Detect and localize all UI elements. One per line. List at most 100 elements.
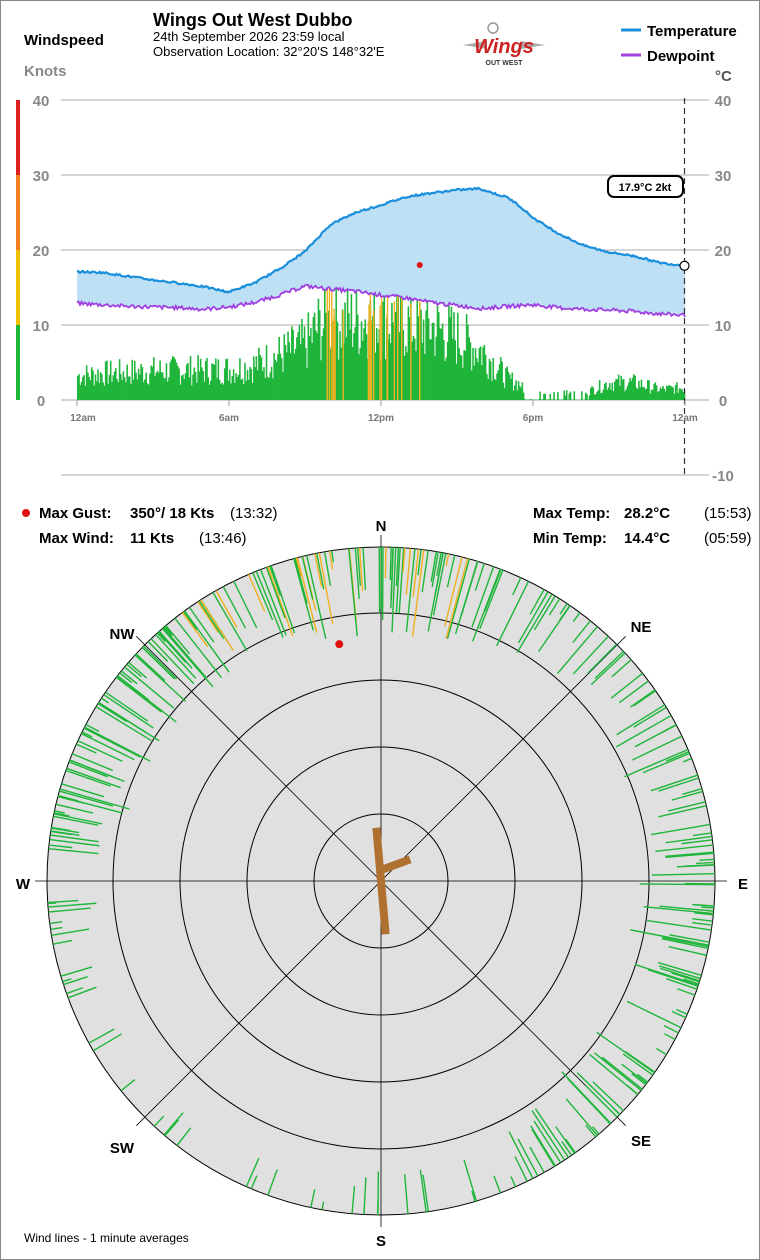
wind-bar <box>565 390 568 400</box>
wind-bar <box>402 330 405 400</box>
rose-gust-line <box>445 558 469 639</box>
wind-bar <box>135 372 137 400</box>
rose-wind-line <box>572 612 581 622</box>
wind-bar <box>669 385 672 400</box>
wind-bar <box>123 377 126 400</box>
rose-wind-line <box>294 558 308 604</box>
rose-wind-line <box>59 788 130 810</box>
wind-bar <box>120 374 122 400</box>
observation-location: Observation Location: 32°20'S 148°32'E <box>153 44 385 59</box>
rose-wind-line <box>616 704 666 736</box>
wind-bar <box>416 292 419 400</box>
wind-bar <box>169 362 172 400</box>
rose-wind-line <box>427 552 444 632</box>
rose-wind-line <box>622 1053 654 1076</box>
wind-bar <box>426 291 429 400</box>
wind-bar <box>454 340 457 400</box>
wind-bar <box>602 389 605 400</box>
wind-bar <box>183 378 185 400</box>
wind-bar <box>498 364 501 400</box>
wind-bar <box>440 328 443 400</box>
rose-secondary-vector <box>378 855 412 875</box>
wind-bar <box>388 333 391 400</box>
rose-wind-line <box>49 838 100 847</box>
wind-bar <box>505 368 507 400</box>
rose-wind-line <box>665 851 714 858</box>
max-temp-label: Max Temp: <box>533 505 610 522</box>
rose-gust-line <box>412 549 420 597</box>
rose-wind-line <box>516 593 553 653</box>
rose-wind-line <box>174 617 223 679</box>
wind-bar <box>272 378 274 400</box>
wind-bar <box>294 348 297 400</box>
rose-wind-line <box>656 1047 667 1056</box>
rose-wind-line <box>135 653 166 682</box>
rose-wind-line <box>421 550 429 593</box>
wind-bar <box>350 294 353 400</box>
wind-bar <box>278 336 280 400</box>
compass-e: E <box>738 876 748 893</box>
rose-gust-line <box>296 557 318 633</box>
rose-wind-line <box>61 783 105 798</box>
wind-bar <box>192 374 194 400</box>
wind-bar <box>572 399 574 400</box>
wind-bar <box>508 374 511 400</box>
wind-bar <box>284 344 287 400</box>
wind-bar <box>568 393 571 400</box>
wind-bar <box>539 391 541 400</box>
wind-bar <box>502 382 505 400</box>
wind-bar <box>144 379 146 400</box>
wind-bar <box>459 354 462 400</box>
rose-wind-line <box>665 750 690 762</box>
rose-wind-line <box>655 844 714 853</box>
rose-spoke <box>380 880 626 1126</box>
rose-wind-line <box>71 753 113 772</box>
wind-bar <box>676 382 678 400</box>
dewpoint-line <box>76 283 686 318</box>
rose-wind-line <box>658 805 707 818</box>
rose-wind-line <box>531 1110 566 1161</box>
wind-bar <box>101 374 103 400</box>
wind-bar <box>351 346 354 400</box>
wind-bar <box>445 357 448 400</box>
rose-wind-line <box>134 654 187 702</box>
rose-wind-line <box>529 589 545 615</box>
wind-scale-band <box>16 325 20 400</box>
windspeed-label: Windspeed <box>24 32 104 49</box>
rose-wind-line <box>683 978 699 985</box>
wind-bar <box>261 371 264 400</box>
observation-date: 24th September 2026 23:59 local <box>153 29 345 44</box>
rose-wind-line <box>98 702 147 734</box>
wind-bar <box>170 359 173 400</box>
wind-bar <box>420 309 422 400</box>
rose-wind-line <box>593 1052 642 1091</box>
wind-bar <box>493 378 496 400</box>
wind-bar <box>311 342 313 400</box>
wind-bar <box>683 389 686 400</box>
wind-bar <box>160 372 163 400</box>
rose-wind-line <box>184 610 230 673</box>
rose-wind-line <box>572 620 591 643</box>
rose-wind-line <box>534 1108 570 1158</box>
rose-wind-line <box>88 1028 115 1044</box>
rose-wind-line <box>395 547 400 586</box>
wind-bar <box>611 382 614 400</box>
wind-bar <box>550 399 553 400</box>
wind-bar <box>232 369 235 400</box>
wind-bar <box>163 377 165 400</box>
wind-bar <box>621 379 624 400</box>
rose-wind-line <box>405 548 416 632</box>
rose-wind-line <box>668 801 706 812</box>
rose-wind-line <box>651 823 711 836</box>
wind-bar <box>655 385 658 400</box>
wind-bar <box>289 352 292 400</box>
wind-bar <box>362 340 364 400</box>
wind-bar <box>296 337 298 400</box>
rose-wind-line <box>222 586 247 629</box>
rose-gust-line <box>329 550 334 570</box>
wind-bar <box>472 347 474 400</box>
wind-bar <box>654 382 657 400</box>
wind-bar <box>322 328 325 400</box>
wind-bar <box>202 371 204 400</box>
